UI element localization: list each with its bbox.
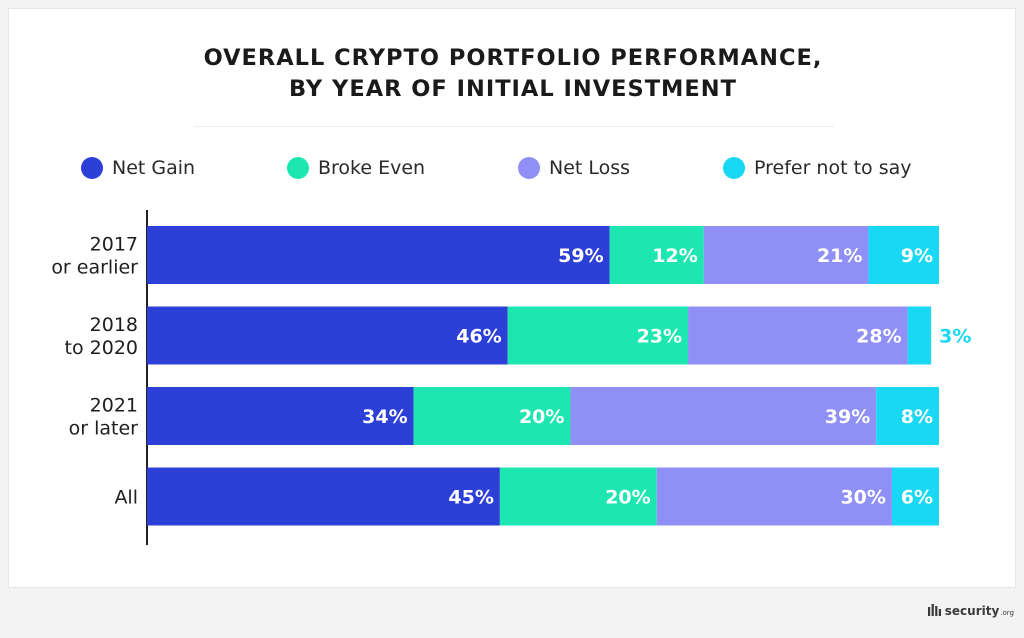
legend-swatch-net-loss — [518, 157, 540, 179]
bar-segment-prefer-not-to-say-all — [891, 467, 939, 526]
bar-segment-net-loss-all — [656, 467, 892, 526]
category-label-line: 2018 — [90, 314, 138, 336]
chart-title: OVERALL CRYPTO PORTFOLIO PERFORMANCE, BY… — [9, 43, 1017, 105]
chart-title-line-2: BY YEAR OF INITIAL INVESTMENT — [289, 76, 737, 102]
brand-watermark: security .org — [927, 603, 1014, 618]
category-label-line: 2021 — [90, 395, 138, 417]
legend-label-broke-even: Broke Even — [318, 157, 426, 179]
value-label-broke-even-all: 20% — [605, 487, 650, 509]
legend-item-prefer-not-to-say: Prefer not to say — [723, 155, 912, 181]
bar-segment-broke-even-2018-to-2020 — [507, 306, 689, 365]
bar-segment-broke-even-2021-or-later — [413, 387, 571, 445]
value-label-net-gain-2017-or-earlier: 59% — [558, 245, 603, 267]
value-label-broke-even-2018-to-2020: 23% — [637, 326, 682, 348]
bar-row-2021-or-later: 2021 or later 34% 20% 39% 8% — [69, 387, 939, 445]
value-label-prefer-not-to-say-2017-or-earlier: 9% — [901, 245, 933, 267]
legend-swatch-broke-even — [287, 157, 309, 179]
category-label-line: 2017 — [90, 234, 138, 256]
bar-segment-broke-even-2017-or-earlier — [609, 226, 704, 284]
legend-label-net-loss: Net Loss — [549, 157, 631, 179]
category-label-line: to 2020 — [65, 337, 138, 359]
value-label-prefer-not-to-say-2021-or-later: 8% — [901, 406, 933, 428]
value-label-net-loss-2017-or-earlier: 21% — [817, 245, 862, 267]
category-label-2021-or-later: 2021 or later — [69, 395, 139, 440]
category-label-line: All — [114, 487, 138, 509]
legend-item-net-loss: Net Loss — [518, 155, 630, 181]
bar-segment-net-gain-2017-or-earlier — [147, 226, 610, 284]
category-label-line: or earlier — [51, 257, 138, 279]
value-label-net-gain-2018-to-2020: 46% — [456, 326, 501, 348]
legend-label-net-gain: Net Gain — [112, 157, 196, 179]
brand-tld: .org — [1000, 609, 1014, 617]
legend-label-prefer-not-to-say: Prefer not to say — [754, 157, 912, 179]
bar-segment-net-gain-2018-to-2020 — [147, 306, 508, 365]
value-label-net-gain-all: 45% — [448, 487, 493, 509]
value-label-broke-even-2021-or-later: 20% — [519, 406, 564, 428]
category-label-2017-or-earlier: 2017 or earlier — [51, 234, 138, 279]
category-label-line: or later — [69, 418, 139, 440]
title-divider — [194, 126, 834, 127]
bar-row-2018-to-2020: 2018 to 2020 46% 23% 28% 3% — [65, 306, 971, 365]
brand-name: security — [944, 604, 1000, 618]
legend-item-broke-even: Broke Even — [287, 155, 425, 181]
value-label-net-loss-2018-to-2020: 28% — [856, 326, 901, 348]
bar-row-2017-or-earlier: 2017 or earlier 59% 12% 21% 9% — [51, 226, 939, 284]
legend-item-net-gain: Net Gain — [81, 155, 195, 181]
bar-segment-net-gain-all — [147, 467, 500, 526]
bar-segment-net-gain-2021-or-later — [147, 387, 414, 445]
category-label-all: All — [114, 487, 138, 509]
value-label-prefer-not-to-say-2018-to-2020: 3% — [939, 326, 971, 348]
category-label-2018-to-2020: 2018 to 2020 — [65, 314, 138, 359]
bar-segment-net-loss-2021-or-later — [570, 387, 877, 445]
security-logo-icon — [927, 604, 941, 616]
bar-segment-prefer-not-to-say-2018-to-2020 — [907, 306, 932, 365]
chart-title-line-1: OVERALL CRYPTO PORTFOLIO PERFORMANCE, — [203, 45, 823, 71]
legend-swatch-prefer-not-to-say — [723, 157, 745, 179]
legend-swatch-net-gain — [81, 157, 103, 179]
bar-segment-broke-even-all — [499, 467, 657, 526]
bar-segment-prefer-not-to-say-2017-or-earlier — [868, 226, 939, 284]
value-label-prefer-not-to-say-all: 6% — [901, 487, 933, 509]
bar-segment-net-loss-2018-to-2020 — [688, 306, 908, 365]
value-label-net-loss-all: 30% — [840, 487, 885, 509]
value-label-net-gain-2021-or-later: 34% — [362, 406, 407, 428]
value-label-net-loss-2021-or-later: 39% — [825, 406, 870, 428]
value-label-broke-even-2017-or-earlier: 12% — [652, 245, 697, 267]
bar-segment-net-loss-2017-or-earlier — [703, 226, 869, 284]
bar-segment-prefer-not-to-say-2021-or-later — [876, 387, 939, 445]
bar-row-all: All 45% 20% 30% 6% — [114, 467, 939, 526]
